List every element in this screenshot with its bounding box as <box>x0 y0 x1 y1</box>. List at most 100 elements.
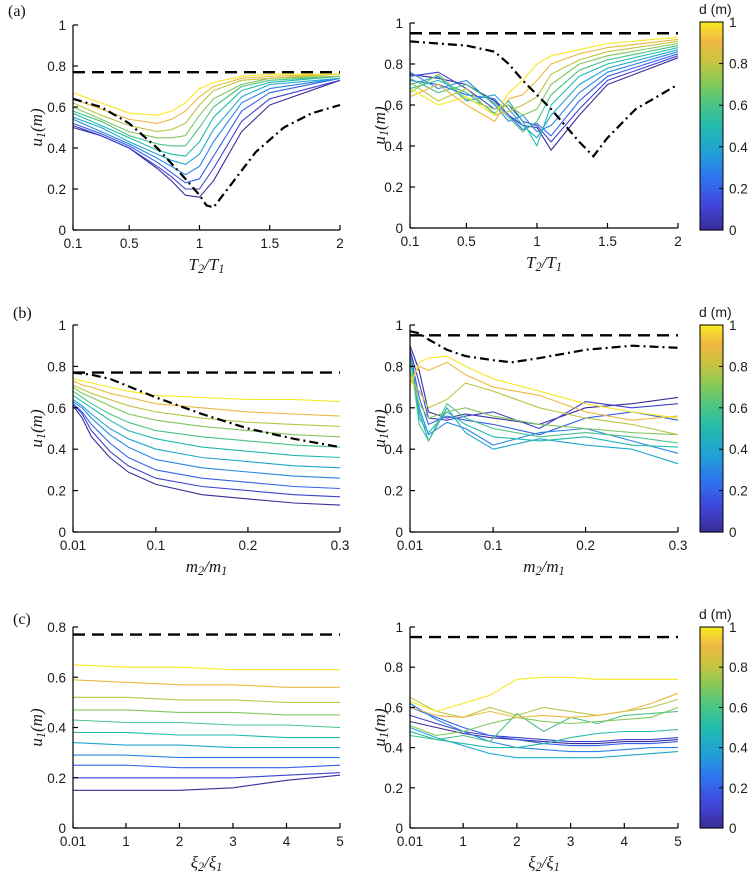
colorbar-gradient-step <box>700 357 723 362</box>
colorbar-gradient-step <box>700 41 723 46</box>
colorbar-gradient-step <box>700 48 723 52</box>
colorbar-gradient-step <box>700 22 723 26</box>
x-tick-label: 1 <box>533 234 541 249</box>
series-line-d0.8 <box>73 696 340 703</box>
colorbar-gradient-step <box>700 755 723 760</box>
x-tick-label: 1 <box>196 236 204 251</box>
series-line-d0.4 <box>72 742 340 749</box>
series-line-d1 <box>409 355 679 419</box>
x-tick-label: 1 <box>459 834 467 849</box>
colorbar-tick-label: 0.4 <box>729 741 748 756</box>
colorbar-gradient-step <box>700 740 723 744</box>
series-line-d1 <box>409 36 679 116</box>
colorbar-gradient-step <box>700 83 723 88</box>
chart-panel-c-right: 0.01 1 2 3 4 5 0 0.2 0.4 0.6 0.8 1 ξ2/ξ1 u1(m) <box>370 590 705 885</box>
colorbar-gradient-step <box>700 736 723 741</box>
colorbar-a: 0 0.2 0.4 0.6 0.8 1 d (m) <box>693 0 755 300</box>
colorbar-gradient-step <box>700 460 723 465</box>
plot-c-right: 0.01 1 2 3 4 5 0 0.2 0.4 0.6 0.8 1 ξ2/ξ1 u1(m) <box>370 620 682 874</box>
colorbar-gradient-step <box>700 639 723 644</box>
colorbar-gradient-step <box>700 181 723 186</box>
colorbar-gradient-step <box>700 515 723 520</box>
colorbar-frame <box>699 324 724 533</box>
colorbar-gradient-step <box>700 155 723 160</box>
colorbar-gradient-step <box>700 103 723 108</box>
colorbar-gradient-step <box>700 627 723 631</box>
colorbar-gradient-step <box>700 661 723 666</box>
colorbar-gradient-step <box>700 692 723 697</box>
series-line-d0.9 <box>409 692 679 718</box>
series-line-d0.6 <box>409 710 679 743</box>
series-line-d0 <box>409 345 679 425</box>
series-line-d1 <box>409 676 678 712</box>
series-line-d0.6 <box>72 75 341 147</box>
colorbar-gradient-step <box>700 135 723 140</box>
colorbar-tick-label: 1 <box>729 318 737 333</box>
x-tick-label: 0.3 <box>331 538 350 553</box>
colorbar-gradient-step <box>700 158 723 163</box>
colorbar-gradient-step <box>700 447 723 452</box>
colorbar-gradient-step <box>700 434 723 439</box>
colorbar-gradient-step <box>700 630 723 634</box>
colorbar-gradient-step <box>700 636 723 641</box>
colorbar-gradient-step <box>700 139 723 143</box>
colorbar-b: 0 0.2 0.4 0.6 0.8 1 d (m) <box>693 295 755 595</box>
colorbar-gradient-step <box>700 425 723 430</box>
colorbar-gradient-step <box>700 519 723 523</box>
colorbar-gradient-step <box>700 431 723 436</box>
colorbar-gradient-step <box>700 142 723 147</box>
colorbar-gradient-step <box>700 522 723 527</box>
series-line-d0.7 <box>72 386 341 438</box>
colorbar-gradient-step <box>700 217 723 221</box>
colorbar-gradient-step <box>700 187 723 192</box>
colorbar-gradient-step <box>700 402 723 407</box>
colorbar-gradient-step <box>700 802 723 807</box>
colorbar-gradient-step <box>700 743 723 747</box>
y-axis-label: u1(m) <box>375 708 391 747</box>
panel-label-c: (c) <box>13 611 31 628</box>
colorbar-gradient-step <box>700 528 723 533</box>
colorbar-gradient-step <box>700 386 723 391</box>
colorbar-gradient-step <box>700 347 723 352</box>
colorbar-gradient-step <box>700 658 723 663</box>
colorbar-gradient-step <box>700 422 723 426</box>
series-line-d0.8 <box>409 40 679 116</box>
series-line-d0.1 <box>72 403 341 498</box>
colorbar-gradient-step <box>700 525 723 530</box>
colorbar-gradient-step <box>700 486 723 491</box>
colorbar-gradient-step <box>700 702 723 707</box>
y-tick-label: 0 <box>395 821 403 836</box>
x-tick-label: 2 <box>513 834 521 849</box>
plot-b-right: 0.01 0.1 0.2 0.3 0 0.2 0.4 0.6 0.8 1 m2/m1 u1(m) <box>370 318 687 578</box>
colorbar-title: d (m) <box>699 606 732 622</box>
colorbar-gradient-step <box>700 438 723 443</box>
y-axis-label: u1(m) <box>375 106 391 145</box>
series-line-d0.3 <box>73 754 340 759</box>
colorbar-gradient-step <box>700 457 723 462</box>
series-line-d0.1 <box>409 714 679 743</box>
colorbar-gradient-step <box>700 370 723 375</box>
colorbar-gradient-step <box>700 771 723 776</box>
series-line-d0.5 <box>409 358 679 448</box>
y-axis-label: u1(m) <box>375 409 391 448</box>
y-tick-label: 0.8 <box>47 359 66 374</box>
colorbar-gradient-step <box>700 655 723 660</box>
colorbar-gradient-step <box>700 90 723 95</box>
colorbar-gradient-step <box>700 718 723 722</box>
colorbar-gradient-step <box>700 200 723 205</box>
colorbar-gradient-step <box>700 341 723 346</box>
series-line-d0.9 <box>72 380 341 417</box>
y-tick-label: 0.8 <box>47 620 66 635</box>
colorbar-tick-label: 0 <box>729 525 737 540</box>
plot-c-left: 0.01 1 2 3 4 5 0 0.2 0.4 0.6 0.8 ξ2/ξ1 u1(m) <box>27 620 344 874</box>
colorbar-title: d (m) <box>699 1 732 17</box>
colorbar-gradient-step <box>700 64 723 69</box>
series-line-d0.2 <box>72 77 341 184</box>
colorbar-gradient-step <box>700 220 723 225</box>
series-line-d0.8 <box>409 696 679 718</box>
colorbar-gradient-step <box>700 512 723 517</box>
series-line-d0.7 <box>409 706 679 737</box>
colorbar-gradient-step <box>700 213 723 218</box>
colorbar-gradient-step <box>700 428 723 433</box>
colorbar-gradient-step <box>700 815 723 820</box>
